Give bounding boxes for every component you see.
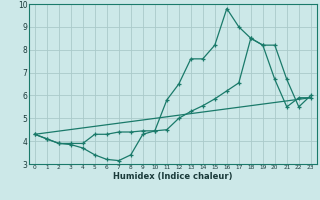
X-axis label: Humidex (Indice chaleur): Humidex (Indice chaleur) [113, 172, 233, 181]
